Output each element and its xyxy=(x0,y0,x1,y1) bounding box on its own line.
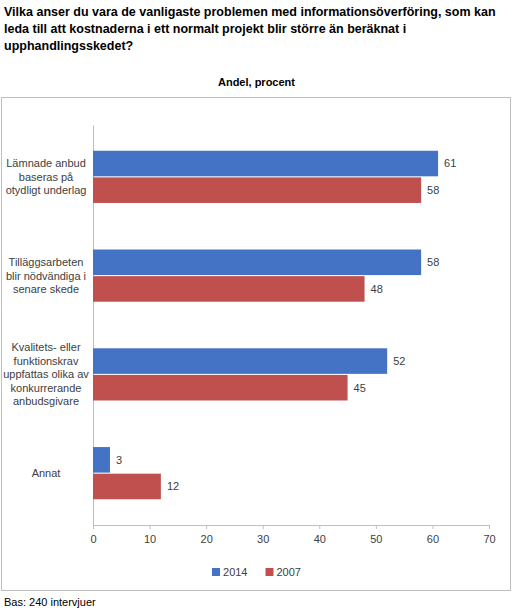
x-tick-mark xyxy=(150,525,151,529)
data-label: 12 xyxy=(167,480,179,492)
y-tick-label: Kvalitets- eller funktionskravuppfattas o… xyxy=(3,341,89,407)
chart: Vilka anser du vara de vanligaste proble… xyxy=(0,0,513,612)
data-label: 45 xyxy=(354,382,366,394)
data-label: 58 xyxy=(427,256,439,268)
text-line: blir nödvändiga i xyxy=(6,270,86,282)
y-tick: Annat xyxy=(32,467,93,479)
x-tick-label: 60 xyxy=(427,533,439,545)
x-tick-label: 0 xyxy=(90,533,96,545)
data-label: 48 xyxy=(371,283,383,295)
x-tick-label: 10 xyxy=(144,533,156,545)
bar xyxy=(93,375,348,401)
text-line: uppfattas olika av xyxy=(3,368,89,380)
x-tick-mark xyxy=(206,525,207,529)
text-line: baseras på xyxy=(19,171,74,183)
y-tick: Tilläggsarbeten blir nödvändiga isenare s… xyxy=(6,256,93,295)
y-tick-label: Annat xyxy=(32,467,61,479)
x-tick-mark xyxy=(263,525,264,529)
footnote: Bas: 240 intervjuer xyxy=(4,596,96,608)
legend-label: 2014 xyxy=(223,566,247,578)
x-tick-mark xyxy=(93,525,94,529)
text-line: Kvalitets- eller xyxy=(11,341,80,353)
text-line: funktionskrav xyxy=(14,355,79,367)
chart-frame xyxy=(2,98,511,591)
legend-swatch xyxy=(266,568,274,576)
x-tick: 30 xyxy=(257,525,269,545)
legend-label: 2007 xyxy=(277,566,301,578)
data-label: 52 xyxy=(393,355,405,367)
x-tick: 50 xyxy=(370,525,382,545)
bar xyxy=(93,447,110,473)
bar xyxy=(93,177,421,203)
x-tick-label: 30 xyxy=(257,533,269,545)
bar xyxy=(93,474,161,500)
legend: 2014 2007 xyxy=(212,566,301,578)
x-axis: 0 10 20 30 40 50 60 70 xyxy=(90,525,495,545)
text-line: Vilka anser du vara de vanligaste proble… xyxy=(4,5,496,19)
bar xyxy=(93,348,387,374)
x-tick-mark xyxy=(319,525,320,529)
text-line: otydligt underlag xyxy=(6,184,87,196)
x-tick-label: 40 xyxy=(314,533,326,545)
text-line: leda till att kostnaderna i ett normalt … xyxy=(4,22,406,36)
bar xyxy=(93,250,421,276)
y-tick-label: Tilläggsarbeten blir nödvändiga isenare s… xyxy=(6,256,86,295)
x-tick-label: 50 xyxy=(370,533,382,545)
y-axis: Lämnade anbud baseras påotydligt underlag… xyxy=(3,126,93,526)
legend-swatch xyxy=(212,568,220,576)
data-label: 61 xyxy=(444,157,456,169)
subtitle: Andel, procent xyxy=(218,76,295,88)
text-line: senare skede xyxy=(13,283,79,295)
y-tick: Kvalitets- eller funktionskravuppfattas o… xyxy=(3,341,93,407)
title: Vilka anser du vara de vanligaste proble… xyxy=(4,5,496,53)
text-line: Tilläggsarbeten xyxy=(9,256,84,268)
y-tick: Lämnade anbud baseras påotydligt underlag xyxy=(6,157,93,196)
legend-item: 2007 xyxy=(266,566,301,578)
legend-item: 2014 xyxy=(212,566,247,578)
bar xyxy=(93,151,438,177)
text-line: konkurrerande xyxy=(11,382,82,394)
x-tick: 60 xyxy=(427,525,439,545)
data-label: 3 xyxy=(116,454,122,466)
x-tick: 70 xyxy=(483,525,495,545)
text-line: anbudsgivare xyxy=(13,395,79,407)
data-labels: 61 58 52 3 58 48 45 12 xyxy=(116,157,456,492)
bar xyxy=(93,276,365,302)
x-tick: 20 xyxy=(201,525,213,545)
x-tick-mark xyxy=(432,525,433,529)
data-label: 58 xyxy=(427,184,439,196)
x-tick-label: 70 xyxy=(483,533,495,545)
x-tick: 40 xyxy=(314,525,326,545)
x-tick-mark xyxy=(376,525,377,529)
bars xyxy=(93,151,438,499)
text-line: Lämnade anbud xyxy=(6,157,86,169)
y-tick-label: Lämnade anbud baseras påotydligt underlag xyxy=(6,157,87,196)
x-axis-line xyxy=(94,526,490,530)
x-tick-mark xyxy=(489,525,490,529)
x-tick: 10 xyxy=(144,525,156,545)
x-tick: 0 xyxy=(90,525,96,545)
text-line: Annat xyxy=(32,467,61,479)
text-line: upphandlingsskedet? xyxy=(4,39,133,53)
x-tick-label: 20 xyxy=(201,533,213,545)
